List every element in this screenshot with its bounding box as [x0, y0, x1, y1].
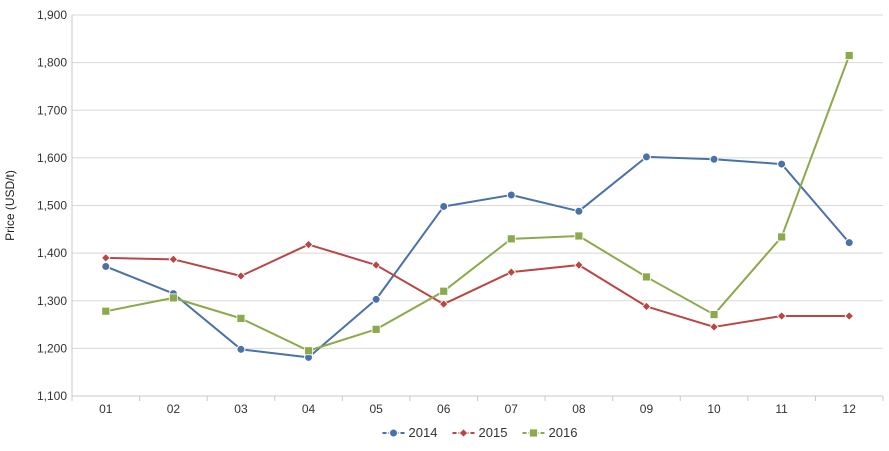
data-point-2014 — [777, 159, 787, 169]
data-point-2014 — [641, 152, 651, 162]
x-tick-label: 07 — [505, 402, 519, 416]
legend-item-2015[interactable]: 2015 — [452, 425, 508, 440]
data-point-2015 — [709, 322, 719, 332]
y-tick-label: 1,700 — [37, 103, 67, 117]
y-tick-label: 1,300 — [37, 294, 67, 308]
data-point-2016 — [304, 346, 313, 356]
x-tick-label: 06 — [437, 402, 451, 416]
legend-label: 2014 — [409, 425, 438, 440]
legend[interactable]: 2014 2015 2016 — [382, 425, 578, 440]
data-point-2016 — [236, 313, 246, 323]
series-lines — [101, 51, 854, 362]
x-tick-label: 12 — [843, 402, 857, 416]
gridlines — [72, 14, 883, 397]
data-point-2015 — [844, 311, 854, 321]
data-point-2016 — [709, 310, 719, 319]
y-tick-label: 1,900 — [37, 8, 67, 22]
data-point-2015 — [236, 271, 246, 281]
legend-marker-icon — [529, 428, 538, 438]
data-point-2015 — [641, 301, 652, 312]
legend-marker-icon — [458, 428, 469, 438]
data-point-2014 — [574, 206, 584, 216]
data-point-2014 — [236, 344, 246, 354]
x-tick-label: 05 — [369, 402, 383, 416]
data-point-2014 — [439, 201, 449, 211]
data-point-2016 — [506, 234, 516, 244]
legend-marker-icon — [389, 428, 398, 438]
data-point-2014 — [844, 238, 854, 248]
legend-label: 2016 — [549, 425, 578, 440]
data-point-2015 — [371, 260, 381, 270]
data-point-2015 — [438, 299, 449, 309]
data-point-2016 — [574, 231, 584, 241]
data-point-2014 — [101, 261, 111, 271]
data-point-2016 — [101, 306, 111, 316]
y-tick-label: 1,100 — [37, 389, 67, 403]
series-2016 — [101, 51, 854, 356]
y-tick-label: 1,600 — [37, 151, 67, 165]
data-point-2016 — [777, 232, 787, 242]
data-point-2015 — [574, 260, 584, 270]
data-point-2016 — [371, 324, 381, 334]
x-tick-label: 10 — [707, 402, 721, 416]
data-point-2014 — [506, 190, 516, 200]
legend-item-2014[interactable]: 2014 — [382, 425, 438, 440]
data-point-2015 — [168, 254, 179, 265]
y-tick-label: 1,500 — [37, 199, 67, 213]
legend-item-2016[interactable]: 2016 — [522, 425, 578, 440]
series-line-2014 — [105, 155, 850, 359]
x-tick-label: 03 — [234, 402, 248, 416]
x-tick-label: 11 — [775, 402, 788, 416]
series-2014 — [101, 152, 854, 362]
x-tick-label: 01 — [99, 402, 113, 416]
legend-label: 2015 — [479, 425, 508, 440]
x-tick-label: 02 — [167, 402, 181, 416]
series-line-2016 — [105, 55, 851, 352]
x-tick-label: 08 — [572, 402, 586, 416]
x-tick-label: 09 — [640, 402, 654, 416]
axes: 1,100 1,200 1,300 1,400 1,500 1,600 1,700 1,800… — [3, 8, 884, 416]
data-point-2014 — [709, 154, 719, 164]
y-tick-label: 1,400 — [37, 246, 67, 260]
series-2015 — [101, 239, 854, 332]
y-tick-label: 1,800 — [37, 56, 67, 70]
y-tick-label: 1,200 — [37, 341, 67, 355]
data-point-2016 — [439, 286, 449, 296]
data-point-2015 — [101, 253, 111, 263]
series-line-2015 — [105, 243, 850, 328]
data-point-2014 — [371, 294, 381, 304]
data-point-2016 — [844, 51, 854, 60]
data-point-2015 — [303, 239, 314, 250]
data-point-2015 — [776, 311, 787, 321]
data-point-2015 — [506, 267, 517, 277]
x-tick-label: 04 — [302, 402, 316, 416]
data-point-2016 — [642, 272, 651, 282]
y-axis-title: Price (USD/t) — [3, 170, 17, 241]
data-point-2016 — [168, 293, 178, 303]
